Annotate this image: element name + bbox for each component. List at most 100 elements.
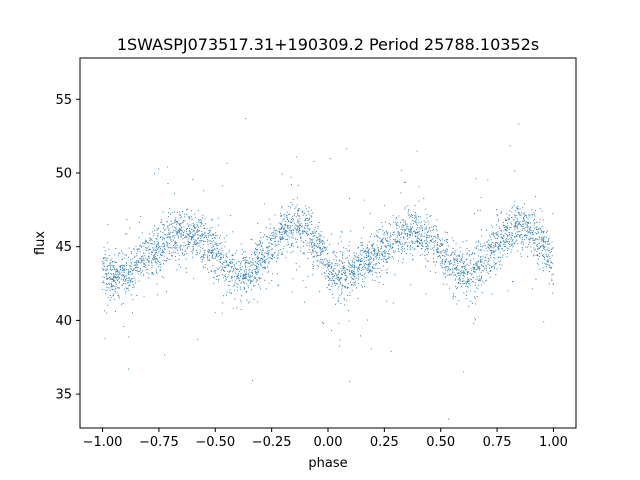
data-point [164, 234, 166, 236]
data-point [154, 260, 156, 262]
data-point [129, 277, 131, 279]
data-point [539, 228, 541, 230]
data-point [314, 226, 316, 229]
data-point [418, 238, 421, 240]
data-point [326, 246, 328, 248]
data-point [481, 258, 483, 260]
data-point [351, 260, 353, 262]
data-point [318, 235, 320, 237]
data-point [145, 266, 147, 268]
data-point [371, 261, 373, 263]
data-point [259, 240, 261, 242]
data-point [117, 287, 119, 289]
data-point [281, 253, 283, 255]
data-point [224, 246, 226, 248]
data-point [468, 280, 470, 282]
data-point [181, 230, 183, 232]
data-point [242, 276, 244, 278]
data-point [195, 254, 197, 256]
data-point [480, 249, 482, 251]
data-point [260, 237, 262, 239]
data-point [229, 291, 231, 294]
data-point [383, 257, 385, 260]
data-point [373, 247, 375, 249]
data-point [415, 218, 417, 220]
data-point [383, 260, 385, 263]
data-point [444, 231, 446, 233]
data-point [474, 284, 476, 286]
data-point [114, 280, 116, 282]
data-point [463, 276, 465, 278]
data-point [123, 288, 125, 290]
data-point [346, 277, 348, 279]
data-point [285, 231, 287, 233]
data-point [472, 268, 474, 270]
data-point [491, 241, 493, 243]
data-point [157, 242, 159, 245]
data-point [143, 266, 146, 268]
data-point [180, 235, 182, 237]
data-point [144, 263, 146, 265]
data-point [453, 260, 455, 262]
data-point [282, 234, 284, 236]
data-point [393, 257, 395, 259]
data-point [329, 244, 331, 246]
data-point [163, 259, 165, 262]
data-point [188, 243, 190, 245]
scatter-points [102, 117, 554, 420]
data-point [105, 283, 108, 285]
data-point [545, 236, 547, 238]
y-axis-label: flux [33, 231, 48, 255]
data-point [353, 284, 355, 286]
data-point [176, 249, 179, 251]
data-point [351, 278, 353, 280]
data-point [440, 262, 442, 264]
data-point [510, 227, 512, 229]
data-point [520, 253, 522, 255]
data-point [487, 247, 490, 249]
data-point [381, 225, 384, 227]
data-point [290, 230, 292, 232]
data-point [442, 255, 444, 257]
data-point [433, 245, 435, 247]
data-point [447, 261, 449, 263]
data-point [371, 253, 373, 255]
data-point [211, 254, 213, 256]
data-point [228, 285, 230, 287]
data-point [239, 276, 241, 278]
data-point [386, 237, 388, 239]
data-point [319, 242, 321, 245]
data-point [531, 288, 533, 290]
data-point [112, 273, 115, 275]
data-point [378, 236, 380, 238]
data-point [124, 254, 126, 256]
data-point [365, 264, 367, 266]
data-point [325, 258, 327, 260]
data-point [384, 245, 386, 247]
data-point [470, 259, 472, 262]
data-point [257, 255, 259, 257]
data-point [359, 267, 361, 269]
data-point [240, 243, 242, 245]
data-point [478, 275, 480, 277]
data-point [305, 240, 307, 242]
data-point [490, 251, 492, 253]
data-point [148, 233, 150, 235]
data-point [367, 265, 369, 267]
data-point [410, 226, 412, 228]
data-point [433, 249, 435, 252]
data-point [165, 260, 168, 262]
data-point [458, 269, 460, 271]
data-point [536, 250, 538, 252]
data-point [470, 290, 472, 292]
data-point [521, 207, 524, 209]
data-point [126, 233, 128, 235]
data-point [192, 249, 194, 251]
data-point [411, 226, 414, 228]
data-point [356, 266, 358, 268]
data-point [536, 245, 538, 247]
data-point [114, 310, 117, 312]
data-point [242, 281, 244, 283]
data-point [448, 264, 451, 266]
data-point [370, 258, 372, 260]
